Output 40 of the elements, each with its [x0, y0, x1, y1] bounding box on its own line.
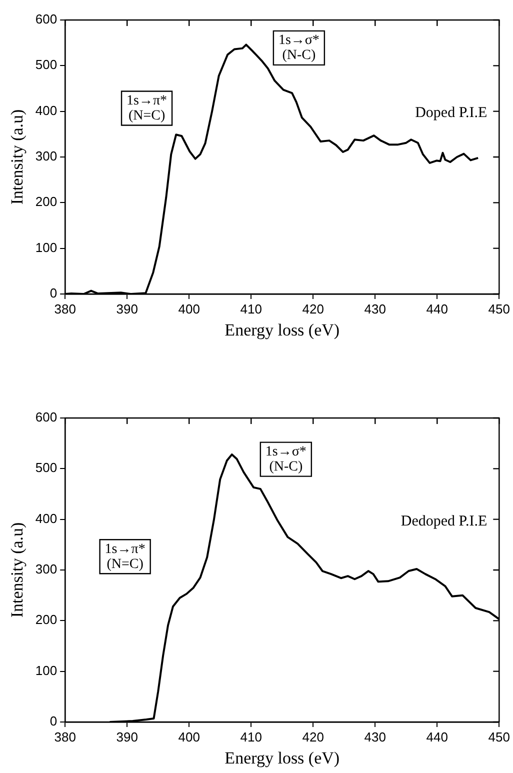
annotation: 1s→π* (N=C)	[126, 93, 168, 124]
x-tick-label: 440	[426, 301, 448, 316]
x-tick-label: 450	[488, 729, 510, 744]
x-tick-label: 440	[426, 729, 448, 744]
y-axis-title: Intensity (a.u)	[8, 522, 27, 618]
y-tick-label: 500	[35, 57, 58, 72]
y-tick-label: 200	[35, 194, 58, 210]
annotation: 1s→σ* (N-C)	[265, 444, 306, 474]
y-tick-label: 600	[35, 12, 58, 27]
x-tick-label: 430	[364, 729, 386, 744]
x-tick-label: 410	[240, 729, 262, 744]
x-tick-label: 380	[54, 729, 76, 744]
x-tick-label: 450	[488, 301, 510, 316]
x-tick-label: 420	[302, 729, 324, 744]
y-tick-label: 100	[35, 662, 58, 678]
x-tick-label: 410	[240, 301, 262, 316]
x-tick-label: 420	[302, 301, 324, 316]
x-tick-label: 380	[54, 301, 76, 316]
legend-label: Doped P.I.E	[415, 105, 488, 122]
y-tick-label: 300	[35, 148, 58, 164]
y-tick-label: 400	[35, 102, 58, 118]
x-tick-label: 390	[116, 729, 138, 744]
y-tick-label: 100	[35, 240, 58, 255]
x-tick-label: 390	[116, 301, 138, 316]
y-tick-label: 0	[50, 286, 58, 301]
x-tick-label: 400	[178, 729, 200, 744]
annotation: 1s→σ* (N-C)	[278, 33, 320, 64]
y-tick-label: 400	[35, 510, 58, 526]
y-tick-label: 300	[35, 562, 58, 577]
y-tick-label: 200	[35, 612, 58, 628]
x-tick-label: 430	[364, 301, 386, 316]
x-axis-title: Energy loss (eV)	[224, 320, 340, 340]
y-tick-label: 500	[35, 460, 58, 476]
legend-label: Dedoped P.I.E	[400, 513, 488, 530]
annotation: 1s→π* (N=C)	[104, 542, 146, 572]
y-tick-label: 600	[35, 410, 58, 425]
y-axis-title: Intensity (a.u)	[8, 109, 27, 205]
x-tick-label: 400	[178, 301, 200, 316]
x-axis-title: Energy loss (eV)	[224, 748, 340, 768]
y-tick-label: 0	[50, 714, 58, 729]
